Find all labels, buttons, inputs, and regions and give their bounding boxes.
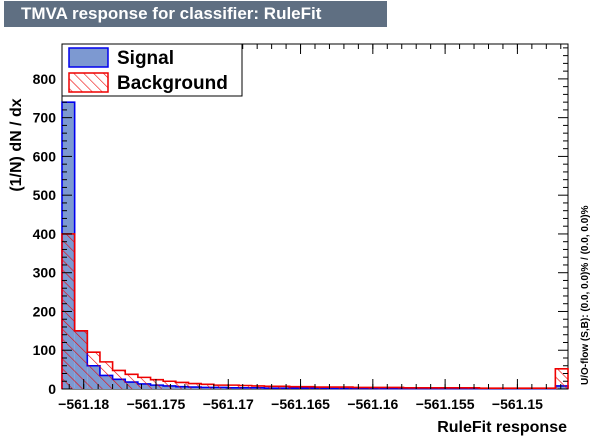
legend-label-signal: Signal — [117, 48, 174, 69]
background-bar — [226, 385, 240, 389]
background-bar — [87, 352, 100, 389]
x-tick-label: −561.17 — [203, 396, 254, 412]
background-bar — [175, 382, 189, 389]
background-bar — [264, 386, 278, 389]
background-bar — [251, 385, 265, 389]
background-bar — [555, 368, 568, 389]
legend-label-background: Background — [117, 73, 228, 94]
y-tick-label: 0 — [48, 381, 56, 397]
background-bar — [112, 370, 126, 389]
x-axis-label: RuleFit response — [437, 419, 567, 436]
background-bar — [302, 386, 315, 389]
y-tick-label: 800 — [33, 71, 57, 87]
background-bars — [61, 233, 569, 390]
y-tick-label: 400 — [33, 226, 57, 242]
chart-title: TMVA response for classifier: RuleFit — [21, 4, 322, 23]
title-box: TMVA response for classifier: RuleFit — [4, 1, 387, 27]
axes: 0 100 200 300 400 500 600 700 800 −561.18 −561.175… — [33, 44, 568, 412]
y-tick-label: 500 — [33, 187, 57, 203]
background-bar — [99, 361, 113, 389]
background-bar — [137, 377, 151, 389]
background-outline — [61, 233, 569, 390]
signal-outline — [61, 101, 569, 390]
background-bar — [188, 383, 202, 389]
y-tick-label: 600 — [33, 148, 57, 164]
x-tick-label: −561.165 — [271, 396, 330, 412]
background-bar — [213, 385, 227, 389]
x-tick-label: −561.16 — [347, 396, 398, 412]
legend: Signal Background — [61, 43, 243, 97]
y-tick-label: 100 — [33, 342, 57, 358]
x-tick-label: −561.15 — [492, 396, 543, 412]
legend-swatch-signal — [68, 47, 109, 68]
y-tick-label: 700 — [33, 110, 57, 126]
background-bar — [239, 385, 252, 389]
background-bar — [125, 374, 138, 389]
background-bar — [201, 384, 214, 389]
background-bar — [327, 387, 341, 389]
background-bar — [289, 386, 303, 389]
overflow-note: U/O-flow (S,B): (0.0, 0.0)% / (0.0, 0.0)… — [580, 205, 591, 385]
legend-swatch-background — [68, 72, 109, 93]
background-bar — [340, 387, 353, 389]
background-bar — [150, 379, 164, 389]
background-bar — [163, 381, 176, 389]
y-tick-label: 300 — [33, 265, 57, 281]
x-tick-label: −561.175 — [127, 396, 186, 412]
background-bar — [277, 386, 290, 389]
x-tick-label: −561.155 — [416, 396, 475, 412]
x-tick-label: −561.18 — [58, 396, 109, 412]
signal-bars — [61, 101, 569, 390]
y-axis-label: (1/N) dN / dx — [8, 98, 25, 191]
background-bar — [74, 330, 88, 389]
y-tick-label: 200 — [33, 303, 57, 319]
background-bar — [315, 387, 328, 389]
